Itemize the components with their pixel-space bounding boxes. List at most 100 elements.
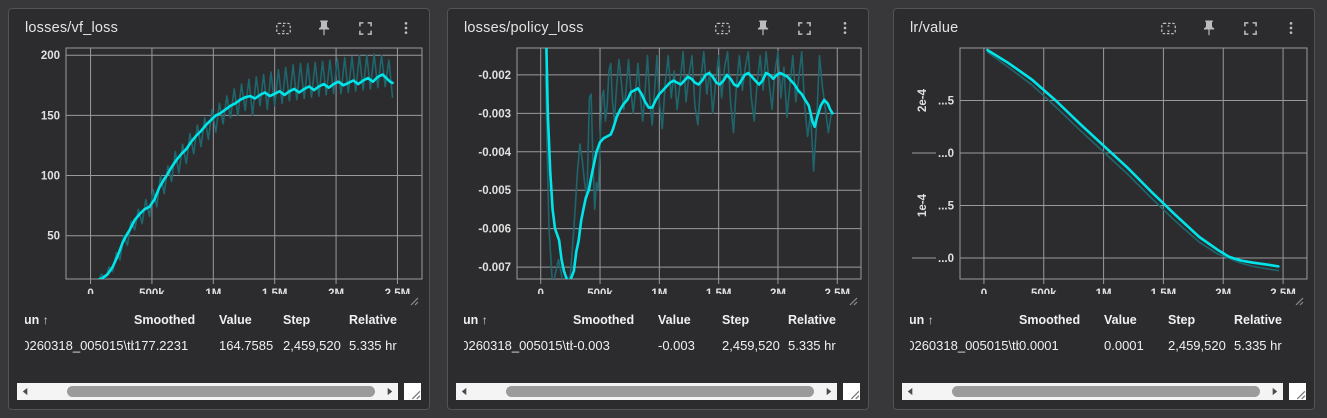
- more-menu-button[interactable]: [1280, 17, 1302, 39]
- pin-icon: [315, 19, 333, 37]
- svg-text:...0: ...0: [938, 148, 954, 160]
- table-resize-grip[interactable]: [1289, 383, 1306, 400]
- svg-text:1e-4: 1e-4: [917, 193, 929, 217]
- run-name[interactable]: 20260318_005015\tb: [25, 337, 134, 353]
- svg-text:200: 200: [41, 50, 60, 62]
- table-row: 20260318_005015\tb 177.2231 164.7585 2,4…: [25, 332, 421, 358]
- smoothed-column-header[interactable]: Smoothed: [1019, 313, 1081, 327]
- svg-text:2M: 2M: [1215, 288, 1231, 294]
- pin-button[interactable]: [1198, 17, 1220, 39]
- relative-column-header[interactable]: Relative: [1234, 313, 1282, 327]
- table-resize-grip[interactable]: [843, 383, 860, 400]
- run-column-header[interactable]: Run ↑: [464, 313, 488, 327]
- scrollbar-thumb[interactable]: [505, 386, 815, 397]
- fit-domain-button[interactable]: [711, 17, 733, 39]
- line-chart[interactable]: 0 500k 1M 1.5M 2M 2.5M ...5 2e-4 ...0 ...5 1e-4...…: [894, 47, 1314, 294]
- table-resize-grip[interactable]: [404, 383, 421, 400]
- relative-column-header[interactable]: Relative: [349, 313, 397, 327]
- line-chart[interactable]: 0 500k 1M 1.5M 2M 2.5M 200 150 100 50: [9, 47, 429, 294]
- svg-text:500k: 500k: [139, 288, 165, 294]
- step-column-header[interactable]: Step: [722, 313, 750, 327]
- table-header-row: Run ↑ Smoothed Value Step Relative: [464, 308, 860, 332]
- scroll-left-button[interactable]: [456, 383, 473, 400]
- chart-card-policy-loss: losses/policy_loss 0 500k 1M 1.5M 2M 2.5M -0.0…: [447, 8, 869, 410]
- line-chart[interactable]: 0 500k 1M 1.5M 2M 2.5M -0.002 -0.003 -0.004 -0.00…: [448, 47, 868, 294]
- svg-text:2M: 2M: [770, 288, 786, 294]
- value-column-header[interactable]: Value: [1104, 313, 1137, 327]
- chart-resize-grip[interactable]: [1292, 294, 1304, 306]
- svg-text:2e-4: 2e-4: [917, 88, 929, 112]
- svg-text:-0.003: -0.003: [478, 108, 511, 120]
- fit-domain-button[interactable]: [1157, 17, 1179, 39]
- run-table: Run ↑ Smoothed Value Step Relative 20260…: [9, 308, 429, 358]
- scroll-left-button[interactable]: [17, 383, 34, 400]
- fullscreen-button[interactable]: [354, 17, 376, 39]
- sort-ascending-icon: ↑: [927, 313, 934, 327]
- value-column-header[interactable]: Value: [219, 313, 252, 327]
- more-menu-icon: [398, 20, 414, 36]
- svg-text:2.5M: 2.5M: [1270, 288, 1296, 294]
- svg-text:...5: ...5: [938, 201, 955, 213]
- step-column-header[interactable]: Step: [1168, 313, 1196, 327]
- fullscreen-button[interactable]: [1239, 17, 1261, 39]
- fullscreen-button[interactable]: [793, 17, 815, 39]
- run-name[interactable]: 20260318_005015\tb: [910, 337, 1019, 353]
- chart-resize-grip[interactable]: [407, 294, 419, 306]
- svg-text:1.5M: 1.5M: [262, 288, 288, 294]
- svg-text:0: 0: [981, 288, 987, 294]
- svg-text:-0.002: -0.002: [478, 70, 511, 82]
- scroll-left-button[interactable]: [902, 383, 919, 400]
- step-column-header[interactable]: Step: [283, 313, 311, 327]
- horizontal-scrollbar[interactable]: [456, 383, 837, 400]
- value-value: -0.003: [658, 337, 695, 353]
- fit-domain-button[interactable]: [272, 17, 294, 39]
- smoothed-value: -0.003: [573, 337, 610, 353]
- chart-resize-grip[interactable]: [846, 294, 858, 306]
- pin-button[interactable]: [752, 17, 774, 39]
- chart-card-vf-loss: losses/vf_loss 0 500k 1M 1.5M 2M 2.5M 200 150 10…: [8, 8, 430, 410]
- horizontal-scrollbar[interactable]: [17, 383, 398, 400]
- horizontal-scrollbar-row: [456, 383, 860, 400]
- scrollbar-thumb[interactable]: [951, 386, 1261, 397]
- run-table: Run ↑ Smoothed Value Step Relative 20260…: [448, 308, 868, 358]
- card-header: losses/policy_loss: [448, 9, 868, 47]
- value-column-header[interactable]: Value: [658, 313, 691, 327]
- pin-icon: [754, 19, 772, 37]
- svg-text:50: 50: [47, 231, 60, 243]
- smoothed-column-header[interactable]: Smoothed: [573, 313, 635, 327]
- scroll-right-button[interactable]: [1266, 383, 1283, 400]
- smoothed-column-header[interactable]: Smoothed: [134, 313, 196, 327]
- run-column-header[interactable]: Run ↑: [910, 313, 934, 327]
- fit-domain-icon: [1159, 19, 1178, 38]
- relative-value: 5.335 hr: [1234, 337, 1282, 353]
- svg-text:-0.004: -0.004: [478, 147, 511, 159]
- svg-text:500k: 500k: [587, 288, 613, 294]
- step-value: 2,459,520: [722, 337, 780, 353]
- svg-text:1.5M: 1.5M: [1151, 288, 1177, 294]
- smoothed-value: 0.0001: [1019, 337, 1059, 353]
- horizontal-scrollbar[interactable]: [902, 383, 1283, 400]
- scroll-right-button[interactable]: [381, 383, 398, 400]
- sort-ascending-icon: ↑: [42, 313, 49, 327]
- more-menu-button[interactable]: [834, 17, 856, 39]
- pin-button[interactable]: [313, 17, 335, 39]
- step-value: 2,459,520: [283, 337, 341, 353]
- pin-icon: [1200, 19, 1218, 37]
- table-row: 20260318_005015\tb -0.003 -0.003 2,459,5…: [464, 332, 860, 358]
- fit-domain-icon: [713, 19, 732, 38]
- fullscreen-icon: [796, 20, 813, 37]
- fullscreen-icon: [1242, 20, 1259, 37]
- run-column-header[interactable]: Run ↑: [25, 313, 49, 327]
- run-name[interactable]: 20260318_005015\tb: [464, 337, 573, 353]
- scrollbar-thumb[interactable]: [66, 386, 376, 397]
- svg-text:1M: 1M: [1096, 288, 1112, 294]
- chart-title: losses/vf_loss: [25, 20, 119, 36]
- svg-text:0: 0: [87, 288, 93, 294]
- svg-text:500k: 500k: [1031, 288, 1057, 294]
- more-menu-button[interactable]: [395, 17, 417, 39]
- relative-value: 5.335 hr: [788, 337, 836, 353]
- scroll-right-button[interactable]: [820, 383, 837, 400]
- table-header-row: Run ↑ Smoothed Value Step Relative: [910, 308, 1306, 332]
- svg-text:2.5M: 2.5M: [385, 288, 411, 294]
- relative-column-header[interactable]: Relative: [788, 313, 836, 327]
